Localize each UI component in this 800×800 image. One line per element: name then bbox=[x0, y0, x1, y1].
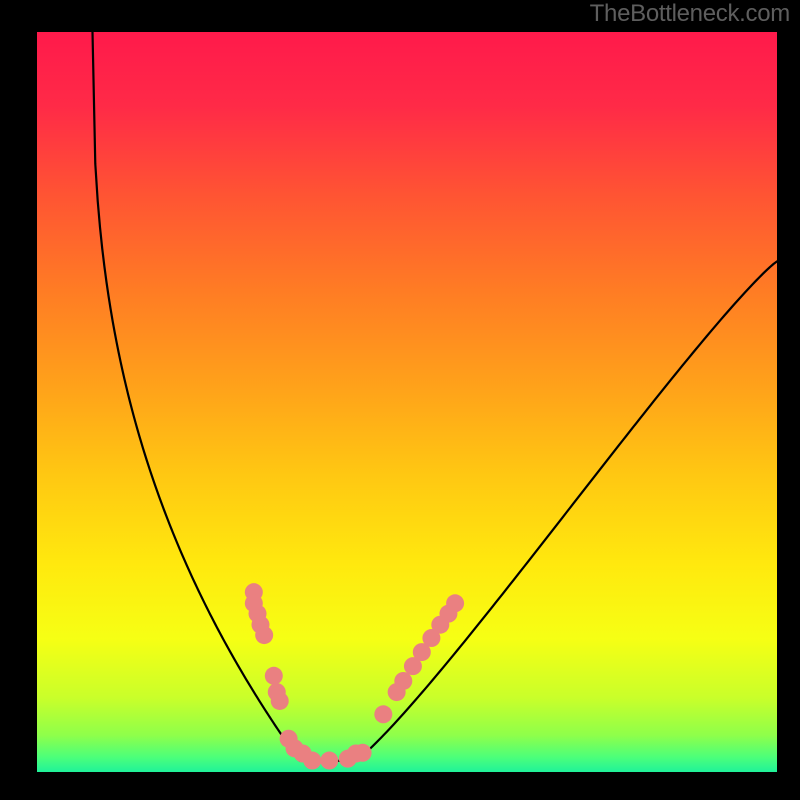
marker-dot bbox=[320, 752, 338, 770]
marker-dot bbox=[374, 705, 392, 723]
marker-dot bbox=[271, 692, 289, 710]
marker-dot bbox=[394, 672, 412, 690]
marker-dot bbox=[354, 744, 372, 762]
marker-dot bbox=[265, 667, 283, 685]
marker-dot bbox=[255, 626, 273, 644]
marker-dot bbox=[303, 752, 321, 770]
marker-dot bbox=[446, 594, 464, 612]
chart-container: TheBottleneck.com bbox=[0, 0, 800, 800]
plot-svg bbox=[37, 32, 777, 772]
watermark-text: TheBottleneck.com bbox=[590, 0, 790, 28]
plot-area bbox=[37, 32, 777, 772]
